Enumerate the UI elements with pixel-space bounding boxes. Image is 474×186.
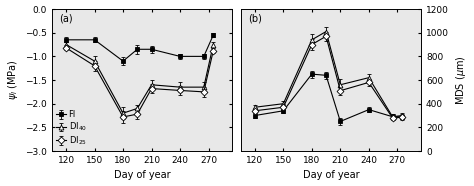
Text: (a): (a) [59,13,73,23]
X-axis label: Day of year: Day of year [114,170,170,180]
Y-axis label: MDS ($\mu$m): MDS ($\mu$m) [455,55,468,105]
X-axis label: Day of year: Day of year [302,170,359,180]
Y-axis label: $\psi_l$ (MPa): $\psi_l$ (MPa) [6,60,19,100]
Legend: Fl, DI$_{40}$, DI$_{25}$: Fl, DI$_{40}$, DI$_{25}$ [55,109,88,149]
Text: (b): (b) [248,13,262,23]
